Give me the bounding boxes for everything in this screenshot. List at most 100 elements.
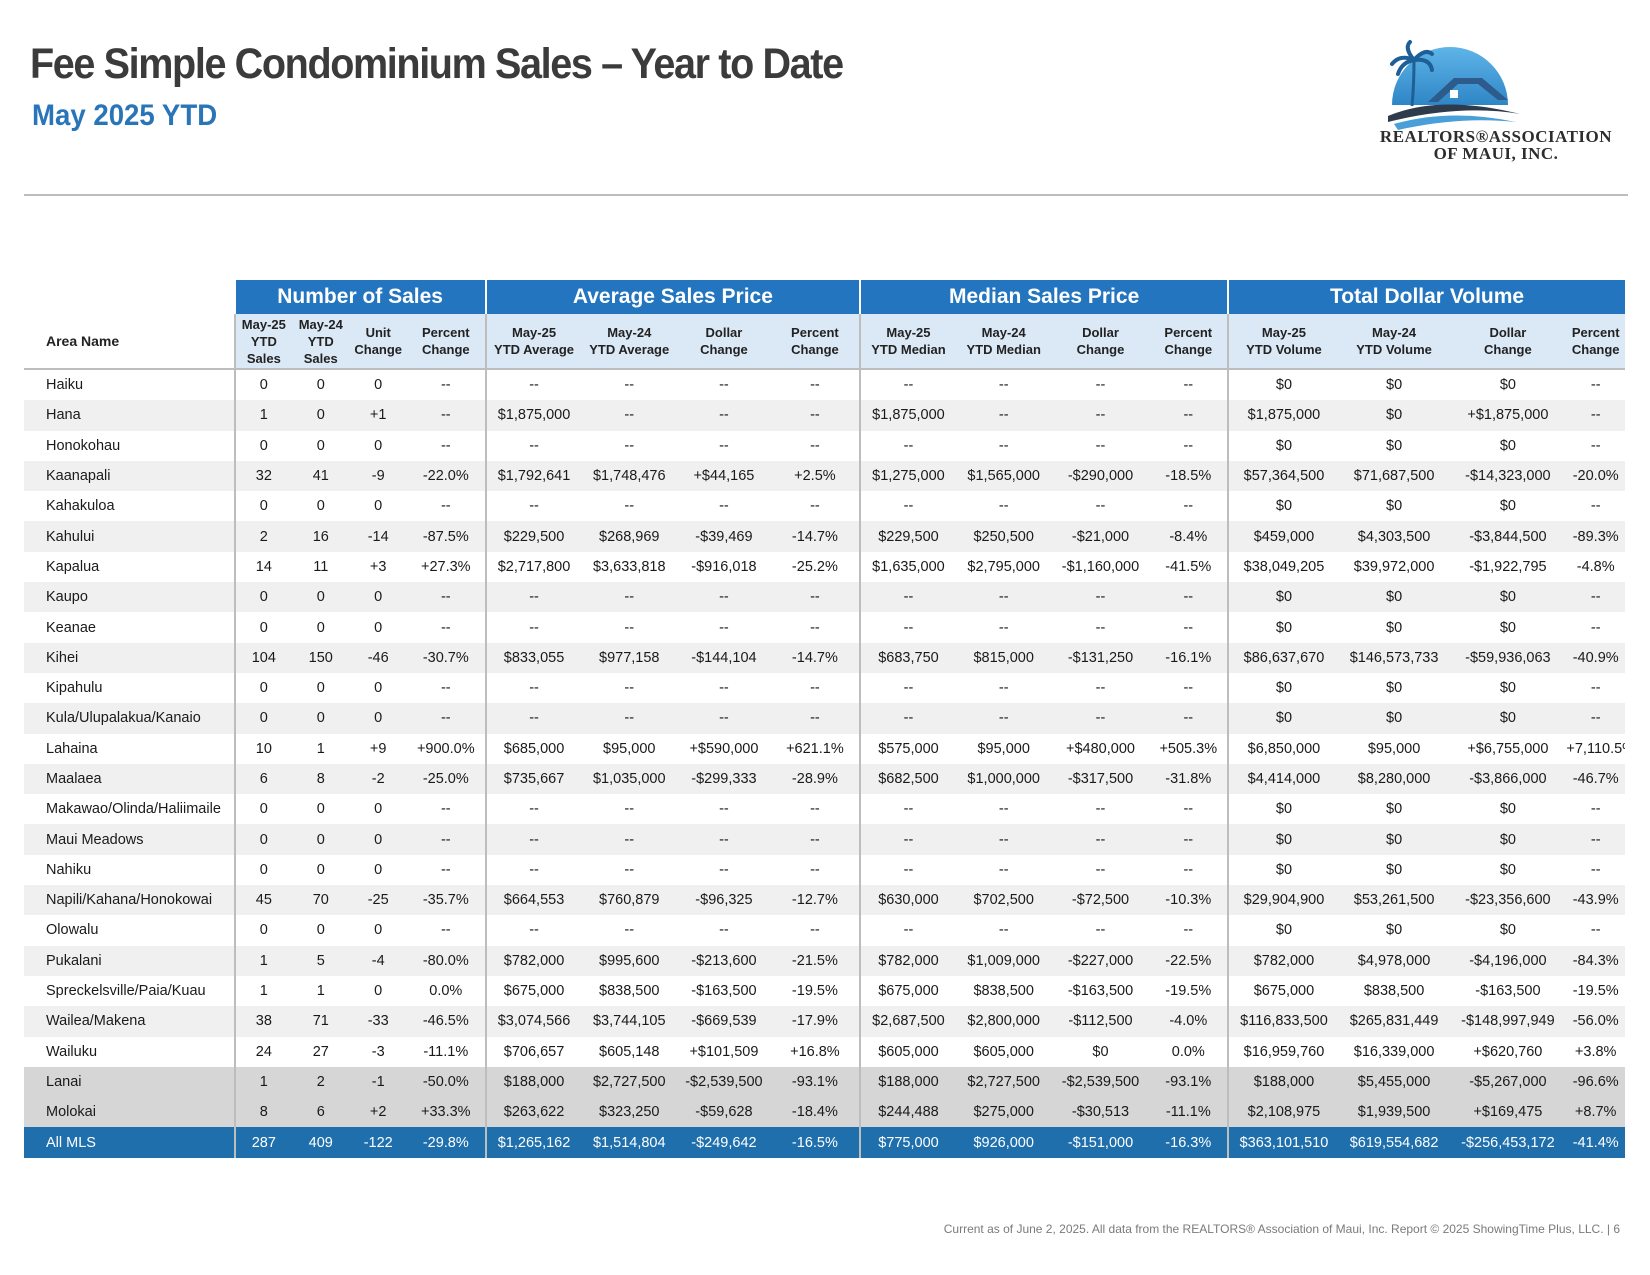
table-cell: $760,879 xyxy=(581,885,678,916)
column-header: May-25 YTD Median xyxy=(859,314,956,370)
table-cell: $0 xyxy=(1499,377,1516,394)
table-cell: $71,687,500 xyxy=(1338,460,1450,492)
table-cell: -$4,196,000 xyxy=(1449,945,1567,976)
table-cell: $0 xyxy=(1386,861,1403,878)
table-cell: $6,850,000 xyxy=(1227,733,1339,764)
table-cell: -- xyxy=(1590,922,1601,939)
table-cell: -- xyxy=(440,377,451,394)
table-cell: -- xyxy=(624,922,635,939)
table-cell: $675,000 xyxy=(1227,975,1339,1007)
table-cell: 0 xyxy=(316,498,325,515)
table-cell: $675,000 xyxy=(859,975,956,1007)
area-name-cell: Kahului xyxy=(24,521,235,552)
table-cell: -- xyxy=(719,680,729,697)
column-header: May-25 YTD Volume xyxy=(1227,314,1339,370)
table-cell: +$590,000 xyxy=(689,740,759,757)
table-cell: -46.5% xyxy=(406,1006,486,1037)
table-cell: -- xyxy=(1566,703,1625,734)
column-header: Unit Change xyxy=(349,314,407,370)
table-cell: $575,000 xyxy=(859,733,956,764)
table-cell: -- xyxy=(1183,922,1194,939)
table-cell: -- xyxy=(440,680,451,697)
table-cell: -$59,628 xyxy=(677,1097,771,1128)
table-cell: 0 xyxy=(374,498,383,515)
table-cell: 0 xyxy=(292,400,350,431)
table-cell: $605,148 xyxy=(599,1043,660,1060)
table-cell: -$2,539,500 xyxy=(1051,1066,1150,1098)
table-cell: -- xyxy=(1590,619,1601,636)
table-cell: 0 xyxy=(374,801,383,818)
table-cell: -84.3% xyxy=(1566,945,1625,976)
table-cell: -- xyxy=(859,430,956,461)
realtors-association-logo xyxy=(1388,40,1520,130)
table-cell: -$59,936,063 xyxy=(1449,642,1567,673)
table-cell: -- xyxy=(810,801,820,818)
table-cell: -- xyxy=(955,824,1052,855)
table-cell: +27.3% xyxy=(420,558,471,575)
table-cell: $0 xyxy=(1227,703,1339,734)
table-cell: -$317,500 xyxy=(1051,763,1150,795)
table-cell: -40.9% xyxy=(1566,642,1625,673)
table-cell: $323,250 xyxy=(581,1097,678,1128)
table-cell: -4.8% xyxy=(1576,558,1615,575)
table-cell: -- xyxy=(1590,377,1601,394)
table-cell: -- xyxy=(1566,400,1625,431)
table-cell: 32 xyxy=(233,460,293,492)
table-cell: -$112,500 xyxy=(1051,1006,1150,1037)
table-cell: -19.5% xyxy=(1165,983,1212,1000)
table-cell: -4 xyxy=(349,945,407,976)
table-cell: -56.0% xyxy=(1566,1006,1625,1037)
table-cell: -- xyxy=(1095,437,1106,454)
table-cell: -25.2% xyxy=(791,558,838,575)
table-cell: -- xyxy=(859,794,956,825)
table-cell: -- xyxy=(1149,824,1229,855)
table-cell: -- xyxy=(440,801,451,818)
table-cell: $2,727,500 xyxy=(581,1066,678,1098)
table-cell: $16,339,000 xyxy=(1353,1043,1435,1060)
table-cell: -- xyxy=(1590,801,1601,818)
table-cell: -- xyxy=(484,430,582,461)
area-name-cell: Olowalu xyxy=(46,922,99,939)
table-cell: -- xyxy=(1149,582,1229,613)
table-cell: $3,633,818 xyxy=(592,558,666,575)
table-cell: -93.1% xyxy=(770,1066,861,1098)
total-row: All MLS 287 409 -122 -29.8% $1,265,162 $1,514,… xyxy=(24,1127,1625,1158)
table-cell: -- xyxy=(1095,922,1106,939)
table-cell: -11.1% xyxy=(423,1043,469,1060)
table-cell: -29.8% xyxy=(406,1127,486,1158)
table-cell: -25.0% xyxy=(406,763,486,795)
table-cell: -- xyxy=(859,672,956,704)
area-name-cell: Pukalani xyxy=(24,945,235,976)
table-cell: -- xyxy=(719,437,729,454)
table-cell: -16.3% xyxy=(1149,1127,1229,1158)
table-cell: $57,364,500 xyxy=(1227,460,1339,492)
logo-text-line1: REALTORS®ASSOCIATION xyxy=(1379,127,1613,146)
table-cell: $706,657 xyxy=(484,1036,582,1067)
table-row: Maalaea 6 8 -2 -25.0% $735,667 $1,035,000 -$299… xyxy=(24,763,1625,795)
column-header: May-24 YTD Sales xyxy=(292,314,350,370)
table-cell: -- xyxy=(859,854,956,886)
column-header: Percent Change xyxy=(406,314,486,370)
table-row: Kaupo 0 0 0 -- -- -- -- -- -- -- -- -- $0 $0 $0 -- xyxy=(24,582,1625,613)
table-cell: 0 xyxy=(316,680,325,697)
table-cell: -- xyxy=(677,400,771,431)
table-cell: 5 xyxy=(292,945,350,976)
table-cell: -$669,539 xyxy=(677,1006,771,1037)
table-cell: +$101,509 xyxy=(689,1043,759,1060)
table-cell: -46.7% xyxy=(1566,763,1625,795)
table-cell: $0 xyxy=(1386,922,1403,939)
table-cell: -- xyxy=(719,922,729,939)
table-cell: $0 xyxy=(1386,801,1403,818)
table-cell: $702,500 xyxy=(955,885,1052,916)
table-cell: 0 xyxy=(233,794,293,825)
table-cell: +621.1% xyxy=(786,740,844,757)
table-cell: -- xyxy=(859,369,956,401)
area-name-cell: Kipahulu xyxy=(46,680,103,697)
table-cell: 6 xyxy=(292,1097,350,1128)
table-cell: 0 xyxy=(349,824,407,855)
area-name-cell: Napili/Kahana/Honokowai xyxy=(24,885,235,916)
area-name-cell: Maalaea xyxy=(24,763,235,795)
table-cell: 0 xyxy=(233,369,293,401)
table-cell: $53,261,500 xyxy=(1338,885,1450,916)
table-cell: -- xyxy=(440,437,451,454)
